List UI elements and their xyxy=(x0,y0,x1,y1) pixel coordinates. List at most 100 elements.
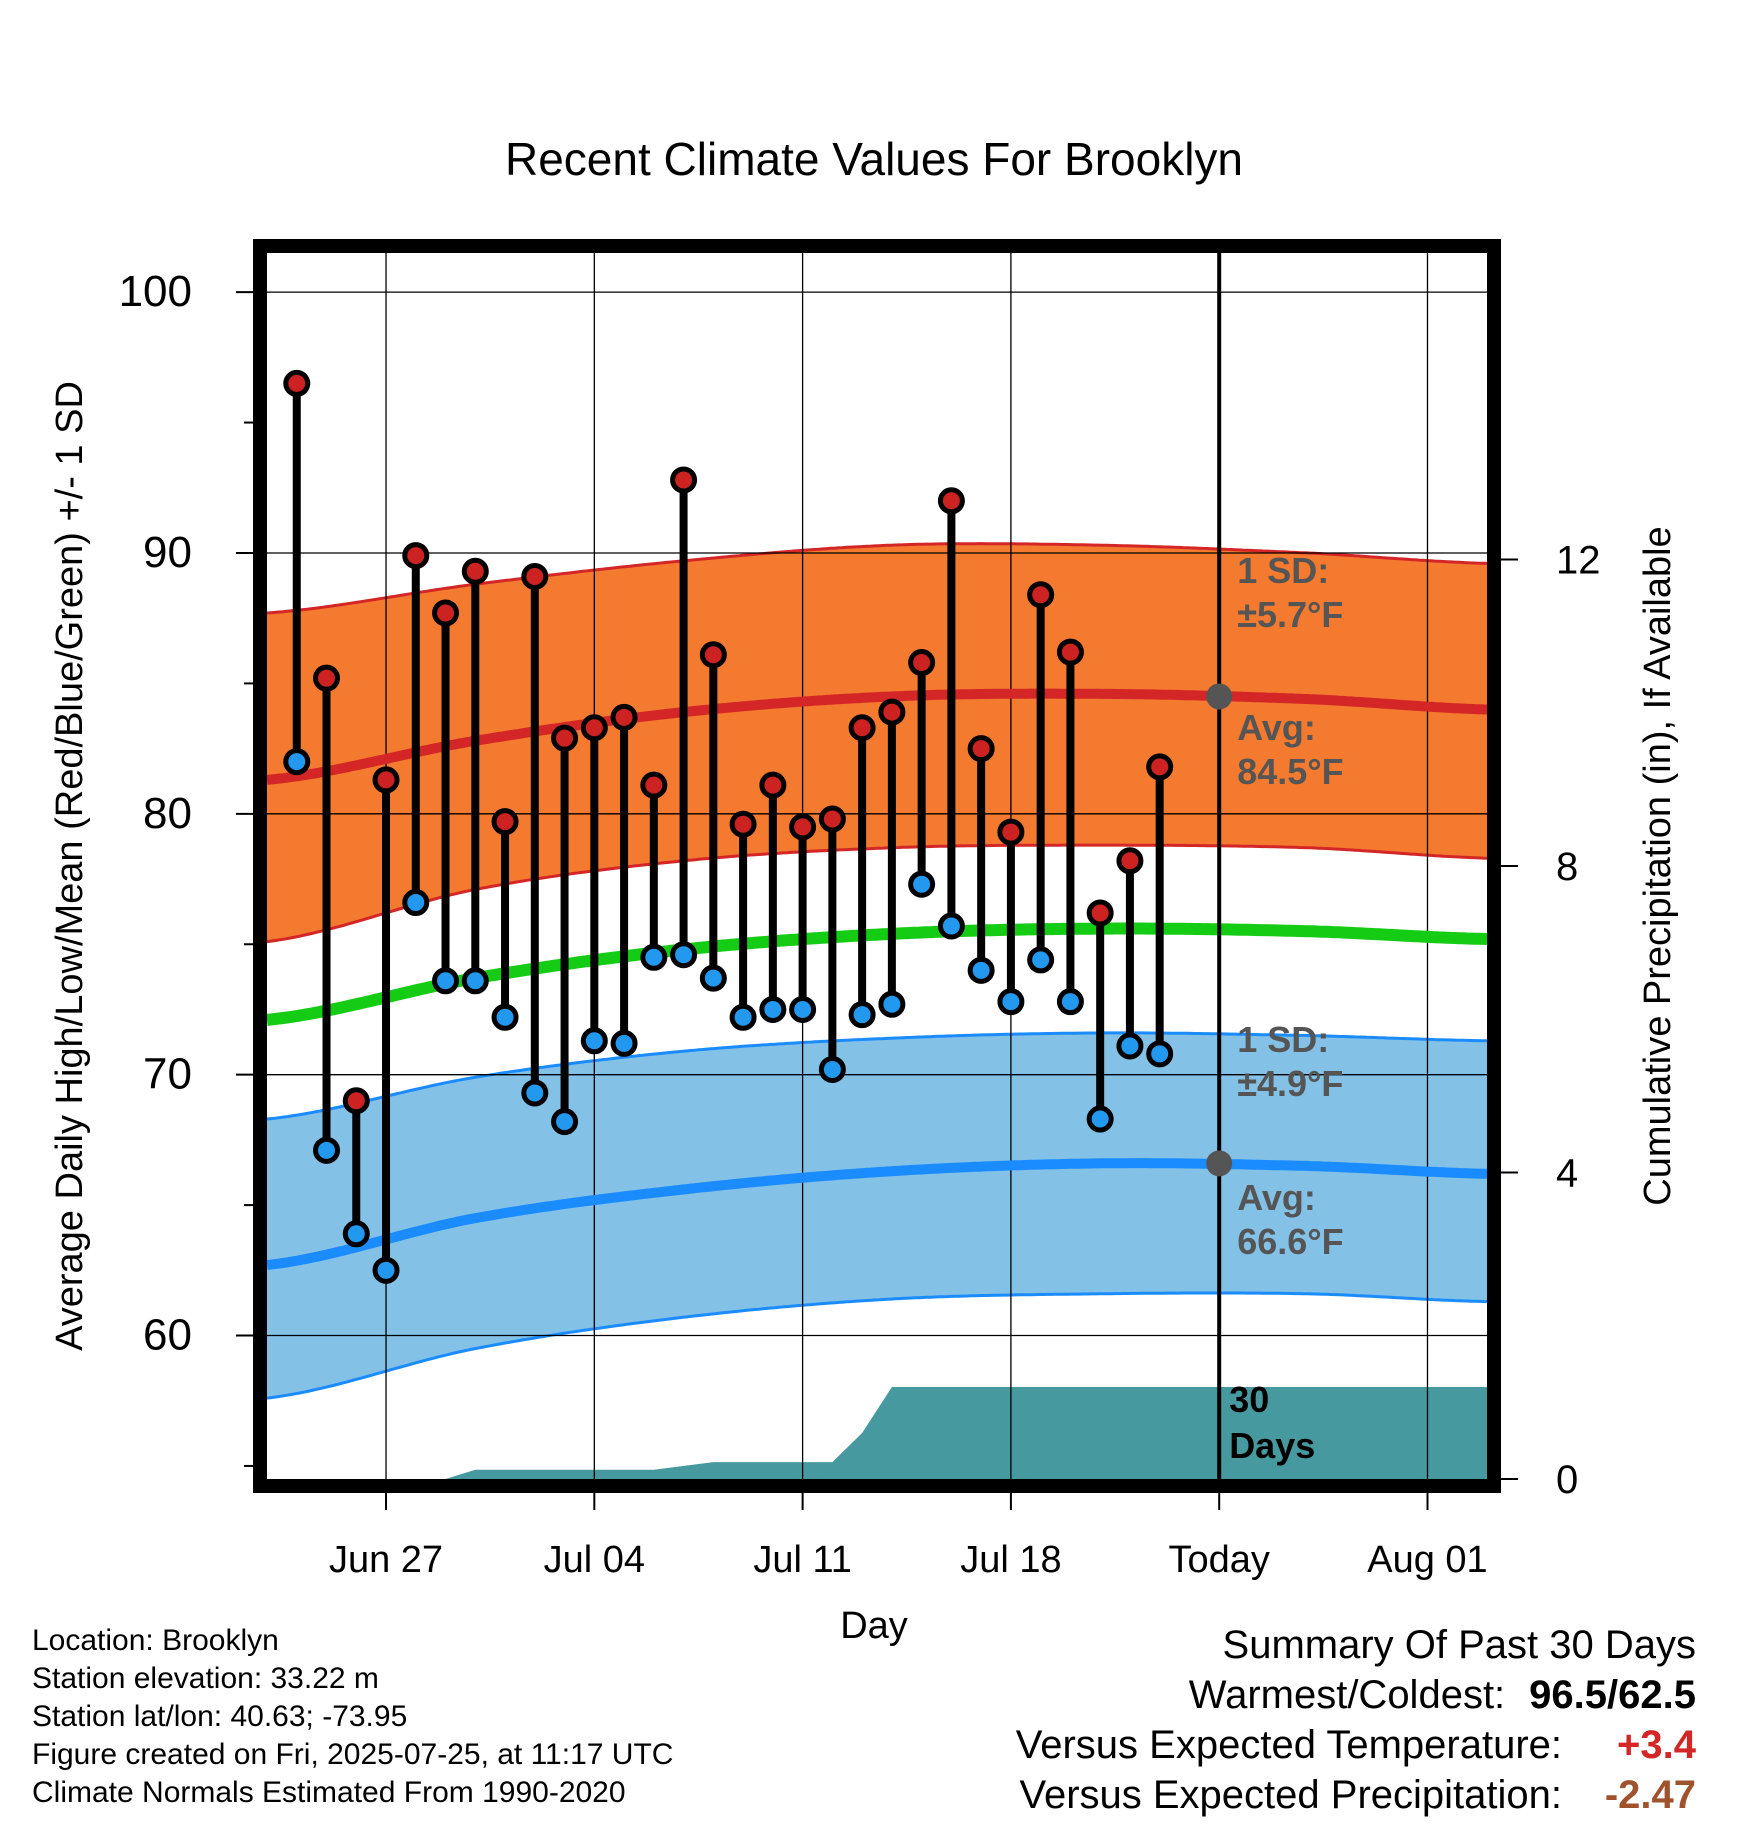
summary-temp: Versus Expected Temperature: +3.4 xyxy=(1016,1720,1696,1770)
created-text: Figure created on Fri, 2025-07-25, at 11… xyxy=(32,1738,674,1771)
daily-low-marker xyxy=(640,943,668,971)
daily-low-marker xyxy=(283,748,311,776)
summary-warm-cold: Warmest/Coldest: 96.5/62.5 xyxy=(1016,1670,1696,1720)
warm-cold-value: 96.5/62.5 xyxy=(1529,1673,1696,1717)
y-tick-label: 60 xyxy=(143,1311,192,1360)
low-sd-label-1: 1 SD: xyxy=(1237,1019,1329,1060)
daily-high-marker xyxy=(1146,753,1174,781)
high-avg-label-1: Avg: xyxy=(1237,707,1316,748)
daily-high-marker xyxy=(937,487,965,515)
high-sd-label-1: 1 SD: xyxy=(1237,550,1329,591)
daily-high-marker xyxy=(729,810,757,838)
low-band-upper-edge xyxy=(266,1031,1488,1121)
y2-tick-label: 4 xyxy=(1556,1152,1578,1196)
daily-low-marker xyxy=(789,995,817,1023)
summary-title: Summary Of Past 30 Days xyxy=(1222,1623,1696,1667)
daily-low-marker xyxy=(818,1055,846,1083)
y-tick-label: 70 xyxy=(143,1050,192,1099)
days-window-label-1: 30 xyxy=(1229,1379,1269,1420)
daily-low-marker xyxy=(908,870,936,898)
normals-text: Climate Normals Estimated From 1990-2020 xyxy=(32,1776,626,1809)
high-band-upper-edge xyxy=(266,542,1488,615)
daily-low-marker xyxy=(580,1027,608,1055)
y2-tick-label: 12 xyxy=(1556,539,1601,583)
daily-low-marker xyxy=(759,995,787,1023)
x-tick-label: Today xyxy=(1168,1539,1269,1581)
daily-high-marker xyxy=(1056,638,1084,666)
y2-tick-label: 8 xyxy=(1556,845,1578,889)
daily-low-marker xyxy=(1116,1032,1144,1060)
high-sd-label-2: ±5.7°F xyxy=(1237,594,1343,635)
daily-high-marker xyxy=(848,714,876,742)
daily-low-marker xyxy=(402,889,430,917)
daily-low-marker xyxy=(1027,946,1055,974)
daily-high-marker xyxy=(610,703,638,731)
daily-high-marker xyxy=(1116,847,1144,875)
x-tick-label: Jul 04 xyxy=(544,1539,645,1581)
daily-high-marker xyxy=(1086,899,1114,927)
daily-high-marker xyxy=(997,818,1025,846)
high-sd-band xyxy=(267,543,1487,942)
daily-high-marker xyxy=(878,698,906,726)
latlon-text: Station lat/lon: 40.63; -73.95 xyxy=(32,1700,408,1733)
x-tick-label: Aug 01 xyxy=(1367,1539,1487,1581)
chart-title: Recent Climate Values For Brooklyn xyxy=(505,133,1243,185)
high-band-lower-edge xyxy=(266,843,1488,944)
daily-high-marker xyxy=(521,562,549,590)
x-axis-label: Day xyxy=(840,1605,908,1647)
daily-high-marker xyxy=(1027,581,1055,609)
low-band-lower-edge xyxy=(266,1291,1488,1400)
daily-high-marker xyxy=(313,664,341,692)
daily-high-marker xyxy=(908,649,936,677)
daily-low-marker xyxy=(521,1079,549,1107)
y-tick-label: 100 xyxy=(119,267,192,316)
daily-low-marker xyxy=(610,1029,638,1057)
daily-low-marker xyxy=(551,1108,579,1136)
station-info: Location: Brooklyn Station elevation: 33… xyxy=(32,1622,852,1812)
daily-low-marker xyxy=(1086,1105,1114,1133)
daily-high-marker xyxy=(789,813,817,841)
elevation-text: Station elevation: 33.22 m xyxy=(32,1662,379,1695)
precip-label: Versus Expected Precipitation: xyxy=(1019,1773,1562,1817)
daily-low-marker xyxy=(313,1136,341,1164)
low-sd-label-2: ±4.9°F xyxy=(1237,1063,1343,1104)
low-avg-line xyxy=(266,1158,1488,1271)
daily-high-marker xyxy=(491,808,519,836)
daily-low-marker xyxy=(491,1003,519,1031)
precip-value: -2.47 xyxy=(1604,1773,1696,1817)
precip-area xyxy=(267,1387,1487,1479)
daily-low-marker xyxy=(729,1003,757,1031)
daily-low-marker xyxy=(1146,1040,1174,1068)
today-high-avg-dot xyxy=(1206,683,1233,710)
low-avg-label-2: 66.6°F xyxy=(1237,1221,1343,1262)
warm-cold-label: Warmest/Coldest: xyxy=(1188,1673,1506,1717)
daily-low-marker xyxy=(699,964,727,992)
daily-low-marker xyxy=(848,1001,876,1029)
daily-low-marker xyxy=(342,1220,370,1248)
summary-precip: Versus Expected Precipitation: -2.47 xyxy=(1016,1770,1696,1820)
daily-high-marker xyxy=(461,557,489,585)
summary-panel: Summary Of Past 30 Days Warmest/Coldest:… xyxy=(1016,1620,1696,1820)
daily-high-marker xyxy=(432,599,460,627)
temp-label: Versus Expected Temperature: xyxy=(1015,1723,1562,1767)
y-axis-label: Average Daily High/Low/Mean (Red/Blue/Gr… xyxy=(49,381,91,1351)
daily-high-marker xyxy=(967,735,995,763)
daily-low-marker xyxy=(878,990,906,1018)
y-tick-label: 90 xyxy=(143,528,192,577)
daily-high-marker xyxy=(283,369,311,397)
x-tick-label: Jun 27 xyxy=(329,1539,443,1581)
daily-low-marker xyxy=(372,1256,400,1284)
daily-low-marker xyxy=(997,988,1025,1016)
y-tick-label: 80 xyxy=(143,789,192,838)
daily-high-marker xyxy=(372,766,400,794)
x-tick-label: Jul 18 xyxy=(960,1539,1061,1581)
daily-high-marker xyxy=(580,714,608,742)
days-window-label-2: Days xyxy=(1229,1425,1315,1466)
daily-low-marker xyxy=(1056,988,1084,1016)
y2-tick-label: 0 xyxy=(1556,1458,1578,1502)
daily-high-marker xyxy=(551,724,579,752)
daily-low-marker xyxy=(937,912,965,940)
today-low-avg-dot xyxy=(1206,1150,1233,1177)
